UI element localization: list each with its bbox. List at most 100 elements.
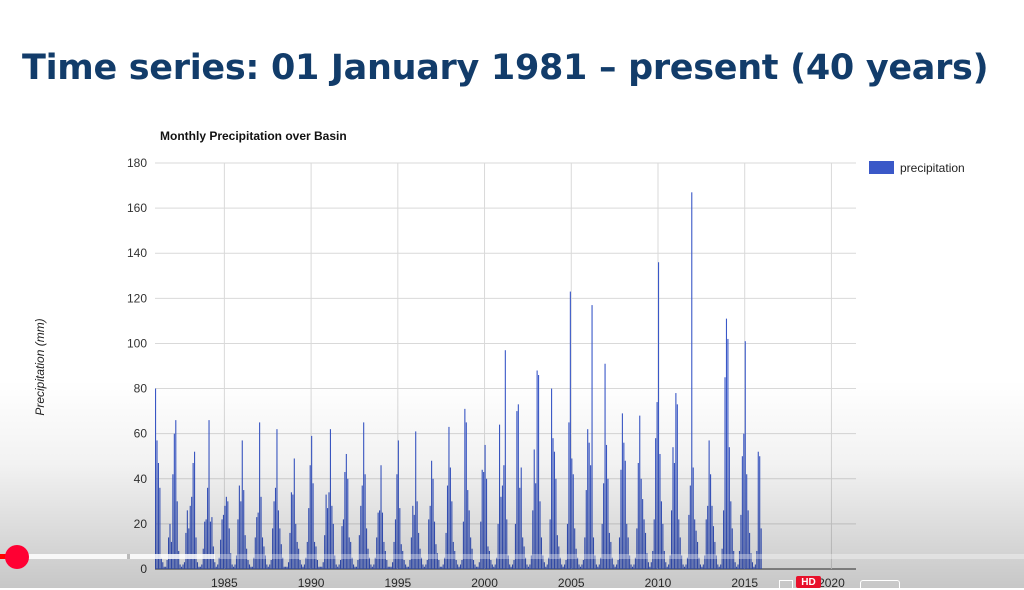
bar [503,465,505,569]
bar [332,523,334,569]
bar [256,517,258,569]
bar [675,393,677,569]
bar [474,564,476,569]
bar [240,501,242,569]
bar [629,555,631,569]
scrubber-handle[interactable] [5,545,29,569]
bar [276,429,278,569]
bar [199,566,201,569]
bar [490,559,492,569]
bar [670,510,673,569]
bar [165,566,167,569]
bar [329,429,331,569]
bar [260,496,262,569]
bar [517,404,519,569]
bar [176,501,178,569]
bar [198,566,200,569]
bar [731,528,733,569]
y-tick-label: 0 [140,562,147,576]
bar [367,548,369,569]
bar [436,553,438,569]
settings-icon[interactable] [860,580,900,588]
bar [633,564,635,569]
bar [290,492,292,569]
bar [305,557,307,569]
bar [370,564,372,569]
bar [526,564,528,569]
bar [656,402,658,569]
bar [725,318,728,569]
y-axis-label: Precipitation (mm) [33,318,47,415]
bar [354,566,356,569]
chart-legend[interactable]: precipitation [869,161,965,175]
bar [577,557,579,569]
x-tick-label: 1985 [211,576,238,588]
bar [209,521,212,569]
bar [201,564,203,569]
bar [747,510,749,569]
bar [679,537,681,569]
bar [457,564,459,569]
bar [692,467,694,569]
bar [510,566,512,569]
bar [607,478,609,569]
bar [452,541,454,569]
y-tick-label: 160 [127,201,147,215]
bar [312,483,314,569]
y-tick-label: 80 [134,382,148,396]
bar [702,564,704,569]
bar [657,262,660,569]
bar [225,496,227,569]
bar [477,566,479,569]
bar [353,564,355,569]
bar [442,564,444,569]
bar [342,519,344,569]
subtitles-icon[interactable] [779,580,793,588]
bar [684,566,686,569]
bar [472,559,475,569]
bar [162,562,164,569]
bar [381,512,384,569]
bar [328,492,330,569]
bar [412,505,414,569]
bar [756,550,758,569]
bar [215,566,217,569]
bar [266,564,268,569]
bar [254,537,256,569]
bar [738,550,741,569]
bar [244,535,246,569]
bar [228,528,230,569]
bar [631,566,634,569]
bar [733,550,735,569]
bar [185,532,187,569]
bar [587,429,589,569]
bar [484,444,486,569]
bar [481,469,483,569]
bar [235,555,238,569]
bar [644,532,647,569]
bar [274,487,277,569]
bar [676,404,678,569]
bar [565,559,567,569]
bar [448,426,450,569]
legend-swatch [869,161,894,174]
bar [585,490,587,569]
bar [259,422,261,569]
progress-bar[interactable] [0,554,1024,559]
bar [636,528,638,569]
chart-bars [155,192,762,569]
bar [347,478,349,569]
bar [730,501,732,569]
bar [496,557,498,569]
bar [237,519,239,569]
bar [279,528,281,569]
bar [419,548,421,569]
bar [516,411,518,569]
bar [471,548,473,569]
bar [316,559,318,569]
bar [653,519,655,569]
bar [415,431,417,569]
bar [512,564,514,569]
bar [529,564,531,569]
bar [319,566,321,569]
